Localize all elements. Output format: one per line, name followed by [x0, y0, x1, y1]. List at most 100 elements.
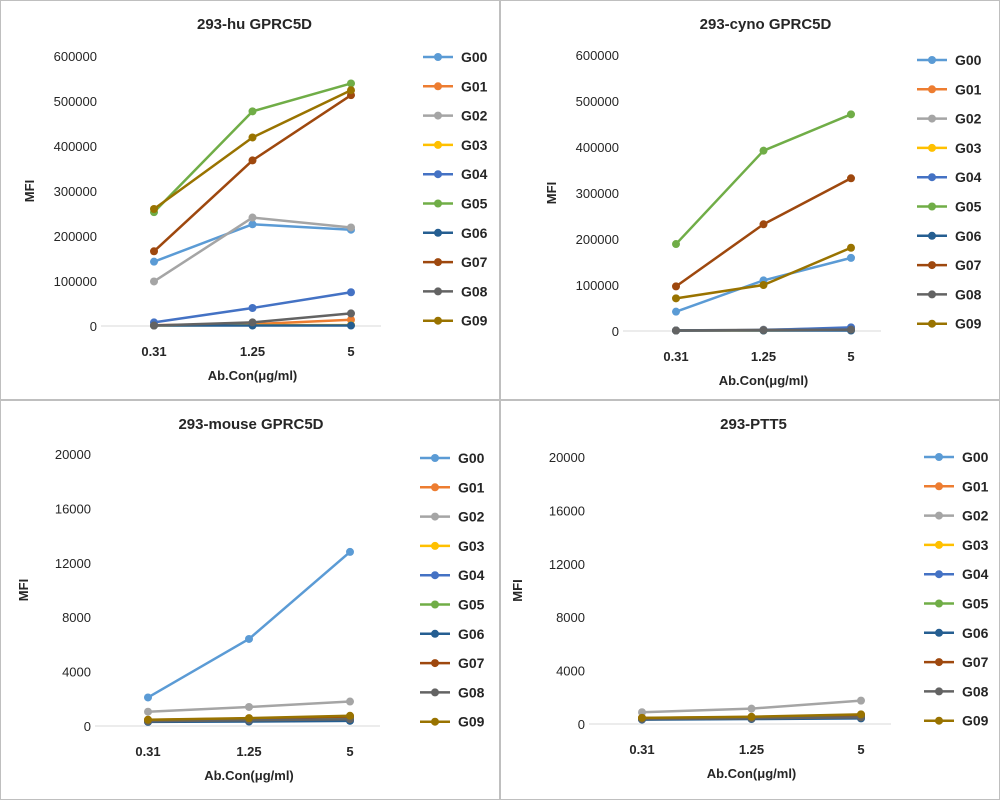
- chart-svg: 293-hu GPRC5D010000020000030000040000050…: [1, 1, 501, 401]
- y-tick-label: 4000: [556, 664, 585, 679]
- x-axis-label: Ab.Con(μg/ml): [719, 373, 809, 388]
- y-tick-label: 0: [612, 324, 619, 339]
- legend-marker-G01: [928, 85, 936, 93]
- legend-marker-G03: [434, 141, 442, 149]
- legend-marker-G08: [935, 687, 943, 695]
- data-point-G08: [150, 322, 158, 330]
- y-tick-label: 4000: [62, 665, 91, 680]
- legend-marker-G01: [434, 82, 442, 90]
- y-tick-label: 500000: [54, 94, 97, 109]
- y-tick-label: 500000: [576, 94, 619, 109]
- legend-marker-G05: [434, 200, 442, 208]
- chart-title: 293-mouse GPRC5D: [178, 416, 323, 433]
- legend-label-G06: G06: [461, 225, 488, 241]
- data-point-G02: [748, 705, 756, 713]
- y-tick-label: 16000: [55, 501, 91, 516]
- data-point-G08: [760, 326, 768, 334]
- legend-marker-G05: [431, 601, 439, 609]
- x-axis-label: Ab.Con(μg/ml): [204, 768, 294, 783]
- legend-label-G03: G03: [458, 538, 485, 554]
- legend-label-G04: G04: [955, 169, 982, 185]
- data-point-G08: [347, 309, 355, 317]
- legend-label-G09: G09: [962, 713, 989, 729]
- data-point-G04: [249, 304, 257, 312]
- data-point-G09: [748, 713, 756, 721]
- legend-label-G08: G08: [458, 684, 485, 700]
- x-tick-label: 5: [847, 349, 854, 364]
- data-point-G02: [346, 698, 354, 706]
- legend-marker-G04: [434, 170, 442, 178]
- legend-label-G03: G03: [461, 137, 488, 153]
- data-point-G09: [346, 712, 354, 720]
- legend-marker-G09: [434, 317, 442, 325]
- y-tick-label: 300000: [576, 186, 619, 201]
- y-axis-label: MFI: [16, 579, 31, 601]
- legend-label-G09: G09: [461, 313, 488, 329]
- x-tick-label: 0.31: [663, 349, 688, 364]
- legend-label-G03: G03: [955, 140, 982, 156]
- data-point-G07: [672, 282, 680, 290]
- data-point-G00: [346, 548, 354, 556]
- x-axis-label: Ab.Con(μg/ml): [208, 368, 298, 383]
- legend-marker-G00: [928, 56, 936, 64]
- legend-marker-G08: [928, 290, 936, 298]
- data-point-G06: [347, 322, 355, 330]
- legend-marker-G06: [928, 232, 936, 240]
- x-tick-label: 0.31: [141, 344, 166, 359]
- data-point-G09: [249, 133, 257, 141]
- data-point-G09: [857, 710, 865, 718]
- legend-label-G04: G04: [458, 567, 485, 583]
- legend-marker-G03: [431, 542, 439, 550]
- chart-svg: 293-mouse GPRC5D040008000120001600020000…: [1, 401, 501, 801]
- data-point-G09: [760, 281, 768, 289]
- legend-marker-G09: [928, 320, 936, 328]
- y-axis-label: MFI: [510, 579, 525, 601]
- data-point-G09: [150, 205, 158, 213]
- chart-title: 293-cyno GPRC5D: [700, 16, 832, 33]
- x-tick-label: 5: [857, 742, 864, 757]
- x-tick-label: 1.25: [751, 349, 776, 364]
- x-tick-label: 5: [346, 744, 353, 759]
- legend-label-G07: G07: [955, 257, 982, 273]
- chart-svg: 293-cyno GPRC5D0100000200000300000400000…: [501, 1, 1000, 401]
- legend-label-G06: G06: [962, 625, 989, 641]
- legend-label-G07: G07: [461, 254, 488, 270]
- x-tick-label: 5: [347, 344, 354, 359]
- series-line-G05: [154, 83, 351, 212]
- data-point-G08: [672, 327, 680, 335]
- legend-label-G00: G00: [458, 450, 485, 466]
- x-tick-label: 1.25: [739, 742, 764, 757]
- series-line-G00: [154, 224, 351, 261]
- legend-label-G01: G01: [955, 81, 982, 97]
- data-point-G02: [249, 214, 257, 222]
- data-point-G00: [847, 254, 855, 262]
- legend-marker-G00: [431, 454, 439, 462]
- x-tick-label: 1.25: [240, 344, 265, 359]
- legend-marker-G06: [935, 629, 943, 637]
- legend-marker-G00: [935, 453, 943, 461]
- legend-marker-G07: [431, 659, 439, 667]
- data-point-G09: [847, 244, 855, 252]
- series-line-G07: [676, 178, 851, 286]
- x-tick-label: 0.31: [629, 742, 654, 757]
- legend-label-G01: G01: [461, 78, 488, 94]
- series-line-G09: [676, 248, 851, 299]
- legend-marker-G03: [935, 541, 943, 549]
- legend-label-G03: G03: [962, 537, 989, 553]
- data-point-G02: [150, 277, 158, 285]
- y-tick-label: 100000: [576, 278, 619, 293]
- legend-marker-G02: [434, 112, 442, 120]
- legend-label-G01: G01: [458, 479, 485, 495]
- data-point-G02: [857, 697, 865, 705]
- y-tick-label: 600000: [576, 48, 619, 63]
- y-tick-label: 300000: [54, 184, 97, 199]
- legend-label-G00: G00: [962, 449, 989, 465]
- legend-label-G09: G09: [955, 316, 982, 332]
- legend-label-G02: G02: [962, 508, 989, 524]
- data-point-G08: [249, 318, 257, 326]
- legend-label-G06: G06: [955, 228, 982, 244]
- legend-label-G08: G08: [461, 283, 488, 299]
